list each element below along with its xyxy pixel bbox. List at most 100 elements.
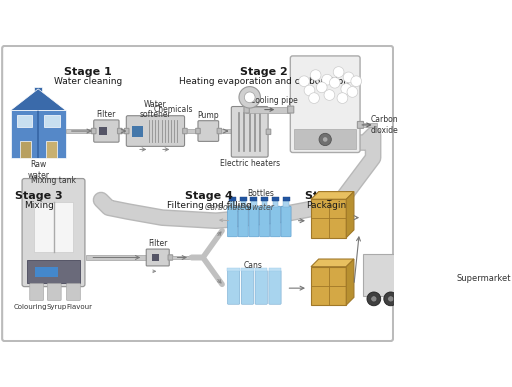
Bar [46, 141, 56, 158]
Circle shape [347, 87, 358, 97]
Bar [45, 115, 59, 127]
Text: Electric heaters: Electric heaters [220, 159, 280, 168]
Bar [273, 201, 278, 207]
Text: Flavour: Flavour [67, 304, 93, 310]
Bar [34, 87, 42, 94]
Text: Bottles: Bottles [247, 189, 274, 199]
Polygon shape [311, 259, 354, 267]
Text: Supermarket: Supermarket [457, 274, 511, 283]
Circle shape [421, 300, 428, 307]
Text: Water
softener: Water softener [140, 100, 172, 119]
Bar [251, 201, 257, 207]
Bar [86, 255, 147, 260]
FancyBboxPatch shape [266, 129, 271, 135]
FancyBboxPatch shape [117, 128, 122, 134]
Bar [250, 197, 258, 201]
Circle shape [322, 74, 332, 85]
Bar [99, 127, 107, 135]
FancyBboxPatch shape [231, 106, 268, 157]
Bar [283, 197, 290, 201]
Bar [284, 201, 289, 207]
Bar [28, 260, 79, 283]
Text: Stage 1: Stage 1 [64, 67, 112, 77]
Polygon shape [346, 259, 354, 305]
Bar [272, 197, 279, 201]
Bar [255, 268, 267, 271]
Text: Chemicals: Chemicals [154, 105, 194, 114]
Bar [262, 201, 267, 207]
FancyBboxPatch shape [227, 206, 238, 237]
Text: Carbonated water: Carbonated water [204, 203, 273, 212]
Circle shape [384, 292, 398, 306]
Bar [363, 123, 377, 127]
Circle shape [329, 77, 340, 88]
FancyBboxPatch shape [238, 206, 248, 237]
FancyBboxPatch shape [67, 284, 80, 300]
FancyBboxPatch shape [183, 128, 187, 134]
FancyBboxPatch shape [196, 128, 200, 134]
Bar [11, 110, 66, 158]
FancyBboxPatch shape [22, 178, 85, 287]
Circle shape [371, 296, 377, 302]
FancyBboxPatch shape [290, 56, 360, 152]
Bar [187, 129, 198, 133]
Circle shape [351, 76, 361, 87]
Bar [241, 268, 253, 271]
Bar [173, 255, 191, 259]
Text: Colouring: Colouring [14, 304, 47, 310]
Text: Heating evaporation and carbonation: Heating evaporation and carbonation [179, 77, 349, 86]
FancyBboxPatch shape [124, 128, 129, 134]
Bar [241, 201, 246, 207]
Text: Filter: Filter [148, 239, 167, 248]
Bar [363, 254, 418, 296]
Bar [17, 115, 32, 127]
Bar [423, 260, 443, 277]
Bar [133, 127, 143, 137]
Bar [20, 141, 31, 158]
Bar [34, 202, 73, 252]
Circle shape [323, 137, 328, 142]
Circle shape [67, 267, 76, 276]
Bar [246, 106, 293, 113]
Bar [227, 268, 240, 271]
Bar [122, 129, 128, 133]
Circle shape [388, 296, 394, 302]
Ellipse shape [49, 224, 58, 229]
Circle shape [316, 82, 327, 93]
Text: Raw
water: Raw water [27, 161, 49, 180]
Text: Water cleaning: Water cleaning [54, 77, 122, 86]
Circle shape [304, 85, 315, 96]
Text: Mixing tank: Mixing tank [31, 176, 76, 185]
Text: Pump: Pump [198, 111, 219, 120]
Text: Mixing: Mixing [24, 201, 54, 210]
FancyBboxPatch shape [92, 128, 96, 134]
Circle shape [333, 67, 344, 77]
FancyBboxPatch shape [270, 206, 281, 237]
Circle shape [244, 92, 255, 103]
Bar [152, 253, 159, 260]
Bar [229, 197, 236, 201]
Bar [269, 268, 281, 271]
Circle shape [319, 134, 331, 146]
Circle shape [309, 93, 319, 103]
Circle shape [310, 70, 321, 80]
FancyBboxPatch shape [94, 120, 119, 142]
Polygon shape [346, 192, 354, 238]
Bar [261, 197, 268, 201]
Text: Cans: Cans [243, 261, 262, 270]
FancyBboxPatch shape [288, 106, 294, 113]
FancyBboxPatch shape [244, 106, 249, 113]
FancyBboxPatch shape [30, 284, 44, 300]
FancyBboxPatch shape [241, 271, 253, 304]
Bar [311, 199, 346, 238]
Circle shape [343, 72, 354, 83]
Circle shape [298, 76, 309, 87]
Text: Syrup: Syrup [47, 304, 67, 310]
FancyBboxPatch shape [249, 206, 259, 237]
FancyBboxPatch shape [260, 206, 270, 237]
Text: Stage 3: Stage 3 [15, 192, 62, 202]
Circle shape [367, 292, 381, 306]
FancyBboxPatch shape [417, 253, 451, 303]
Text: Filtering and filling: Filtering and filling [167, 201, 252, 210]
Bar [35, 267, 58, 277]
